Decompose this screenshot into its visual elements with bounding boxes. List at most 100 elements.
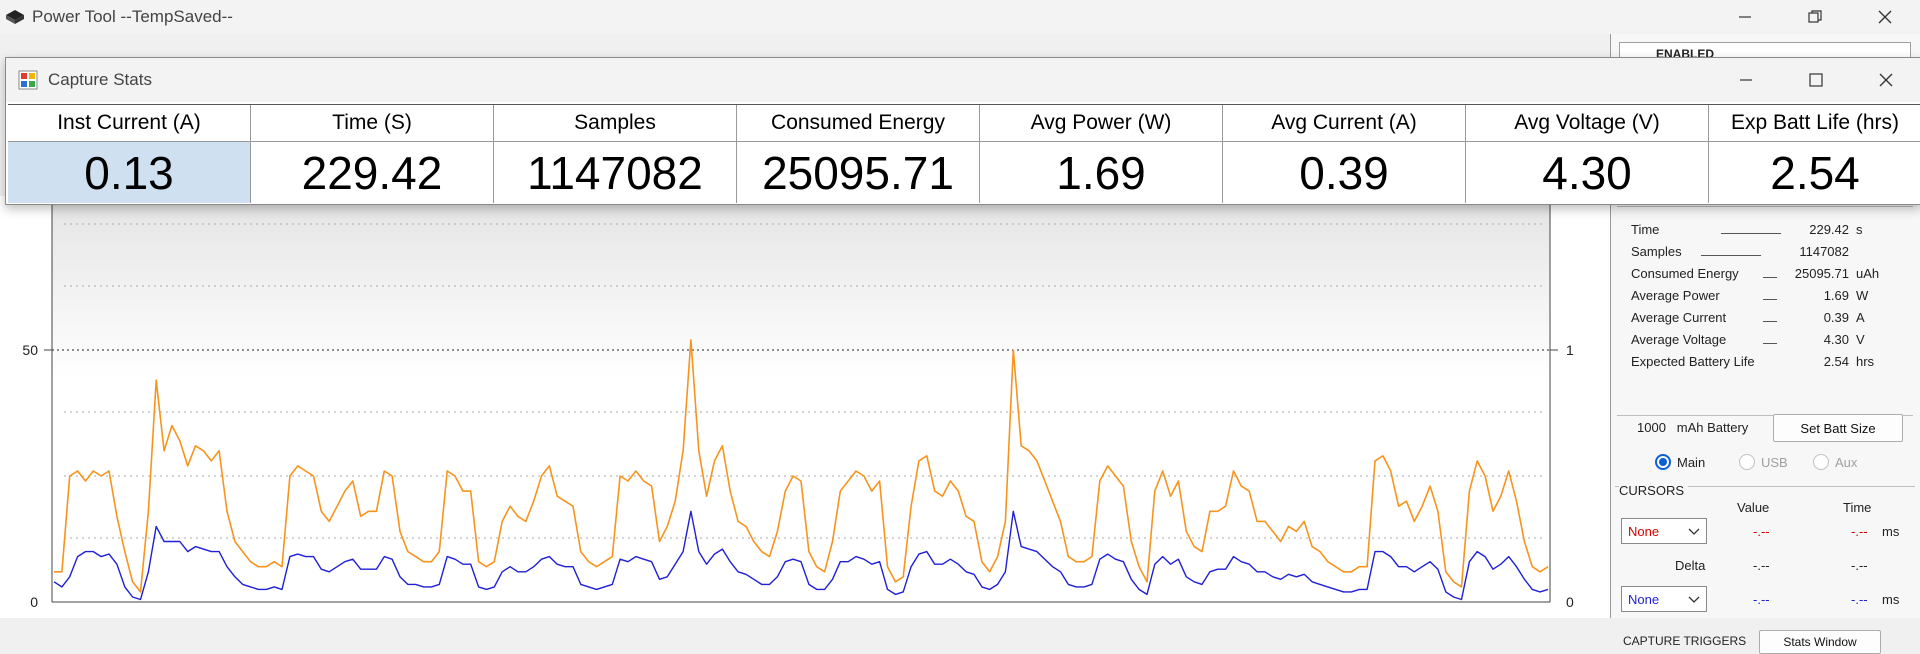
capture-stats-titlebar: Capture Stats xyxy=(6,58,1920,102)
channel-main-radio[interactable]: Main xyxy=(1655,452,1705,472)
stat-value: 229.42 xyxy=(1809,222,1849,237)
cursor1-select-value: None xyxy=(1628,524,1660,539)
stat-value: 25095.71 xyxy=(1794,266,1849,281)
stat-label: Average Current xyxy=(1631,310,1727,325)
set-batt-size-button[interactable]: Set Batt Size xyxy=(1773,414,1903,442)
channel-usb-radio[interactable]: USB xyxy=(1739,452,1788,472)
stat-header: Avg Voltage (V) xyxy=(1466,105,1708,142)
minimize-icon xyxy=(1739,16,1751,18)
stat-leader xyxy=(1701,255,1761,256)
stat-leader xyxy=(1763,277,1777,278)
restore-button[interactable] xyxy=(1780,0,1850,34)
stat-label: Expected Battery Life xyxy=(1631,354,1755,369)
channel-label: USB xyxy=(1761,454,1788,470)
plot-background xyxy=(52,196,1550,602)
stat-header: Avg Power (W) xyxy=(980,105,1222,142)
chevron-down-icon xyxy=(1688,528,1700,535)
series-line-current xyxy=(54,339,1549,593)
stat-cell-avg-power[interactable]: Avg Power (W) 1.69 xyxy=(980,105,1223,203)
stat-value: 1147082 xyxy=(527,146,703,199)
stat-unit: s xyxy=(1856,222,1863,237)
stat-row-average-voltage: Average Voltage 4.30 V xyxy=(1631,332,1901,352)
stat-value: 0.13 xyxy=(8,142,250,203)
left-tick-label: 0 xyxy=(30,594,38,610)
stat-value: 25095.71 xyxy=(762,146,954,199)
stat-cell-exp-batt-life[interactable]: Exp Batt Life (hrs) 2.54 xyxy=(1709,105,1920,203)
capture-stats-grid: Inst Current (A) 0.13 Time (S) 229.42 Sa… xyxy=(8,104,1920,203)
cursor1-value: -.-- xyxy=(1753,524,1770,539)
cursor2-select[interactable]: None xyxy=(1621,586,1707,612)
stat-cell-avg-voltage[interactable]: Avg Voltage (V) 4.30 xyxy=(1466,105,1709,203)
stat-row-samples: Samples 1147082 xyxy=(1631,244,1901,264)
channel-label: Aux xyxy=(1835,454,1858,470)
cursors-group xyxy=(1615,486,1915,627)
cursor1-time: -.-- xyxy=(1851,524,1868,539)
delta-value: -.-- xyxy=(1753,558,1770,573)
maximize-icon xyxy=(1809,73,1823,87)
main-titlebar: Power Tool --TempSaved-- xyxy=(0,0,1920,34)
stat-value: 0.39 xyxy=(1823,310,1849,325)
stats-summary xyxy=(1617,206,1913,416)
stats-window-button[interactable]: Stats Window xyxy=(1759,630,1881,654)
app-logo-icon xyxy=(6,10,24,24)
battery-size-row: 1000 mAh Battery xyxy=(1637,420,1748,435)
stats-close-button[interactable] xyxy=(1851,58,1920,102)
stats-maximize-button[interactable] xyxy=(1781,58,1851,102)
capture-triggers-title: CAPTURE TRIGGERS xyxy=(1623,634,1747,648)
stat-leader xyxy=(1721,233,1781,234)
stat-cell-time[interactable]: Time (S) 229.42 xyxy=(251,105,494,203)
stat-value: 0.39 xyxy=(1299,146,1389,199)
stat-header: Exp Batt Life (hrs) xyxy=(1709,105,1920,142)
channel-aux-radio[interactable]: Aux xyxy=(1813,452,1857,472)
stat-row-average-power: Average Power 1.69 W xyxy=(1631,288,1901,308)
stat-value: 4.30 xyxy=(1823,332,1849,347)
stat-row-time: Time 229.42 s xyxy=(1631,222,1901,242)
stat-header: Consumed Energy xyxy=(737,105,979,142)
stats-minimize-button[interactable] xyxy=(1711,58,1781,102)
cursor2-select-value: None xyxy=(1628,592,1660,607)
stat-header: Inst Current (A) xyxy=(8,105,250,142)
cursors-value-header: Value xyxy=(1737,500,1770,515)
stat-cell-samples[interactable]: Samples 1147082 xyxy=(494,105,737,203)
stat-leader xyxy=(1763,299,1777,300)
capture-stats-app-icon xyxy=(18,70,38,90)
capture-chart[interactable]: 0 50 0 1 xyxy=(0,196,1610,618)
cursor2-time: -.-- xyxy=(1851,592,1868,607)
stat-cell-avg-current[interactable]: Avg Current (A) 0.39 xyxy=(1223,105,1466,203)
close-icon xyxy=(1878,10,1892,24)
radio-unselected-icon xyxy=(1813,454,1829,470)
cursor1-select[interactable]: None xyxy=(1621,518,1707,544)
minimize-button[interactable] xyxy=(1710,0,1780,34)
cursor2-value: -.-- xyxy=(1753,592,1770,607)
stat-value: 2.54 xyxy=(1823,354,1849,369)
stat-label: Average Power xyxy=(1631,288,1720,303)
cursors-time-header: Time xyxy=(1843,500,1872,515)
stat-unit: W xyxy=(1856,288,1869,303)
capture-stats-window: Capture Stats Inst Current (A) 0.13 Time… xyxy=(5,57,1920,205)
stat-label: Time xyxy=(1631,222,1660,237)
app-title: Power Tool --TempSaved-- xyxy=(32,7,233,26)
stat-row-expected-battery-life: Expected Battery Life 2.54 hrs xyxy=(1631,354,1901,374)
restore-icon xyxy=(1808,10,1822,23)
delta-time: -.-- xyxy=(1851,558,1868,573)
stat-row-consumed-energy: Consumed Energy 25095.71 uAh xyxy=(1631,266,1901,286)
stat-cell-consumed-energy[interactable]: Consumed Energy 25095.71 xyxy=(737,105,980,203)
cursor2-unit: ms xyxy=(1882,592,1900,607)
stat-label: Average Voltage xyxy=(1631,332,1727,347)
minimize-icon xyxy=(1740,79,1752,81)
close-button[interactable] xyxy=(1850,0,1920,34)
stat-label: Consumed Energy xyxy=(1631,266,1739,281)
close-icon xyxy=(1879,73,1893,87)
stat-value: 229.42 xyxy=(301,146,443,199)
battery-unit-label: mAh Battery xyxy=(1676,420,1749,435)
cursor1-unit: ms xyxy=(1882,524,1900,539)
stat-leader xyxy=(1763,343,1777,344)
radio-selected-icon xyxy=(1655,454,1671,470)
channel-label: Main xyxy=(1677,454,1706,470)
stat-value: 4.30 xyxy=(1542,146,1632,199)
stat-unit: uAh xyxy=(1856,266,1880,281)
chevron-down-icon xyxy=(1688,596,1700,603)
chart-svg[interactable]: 0 50 0 1 xyxy=(0,196,1610,618)
stat-cell-inst-current[interactable]: Inst Current (A) 0.13 xyxy=(8,105,251,203)
stat-unit: hrs xyxy=(1856,354,1875,369)
